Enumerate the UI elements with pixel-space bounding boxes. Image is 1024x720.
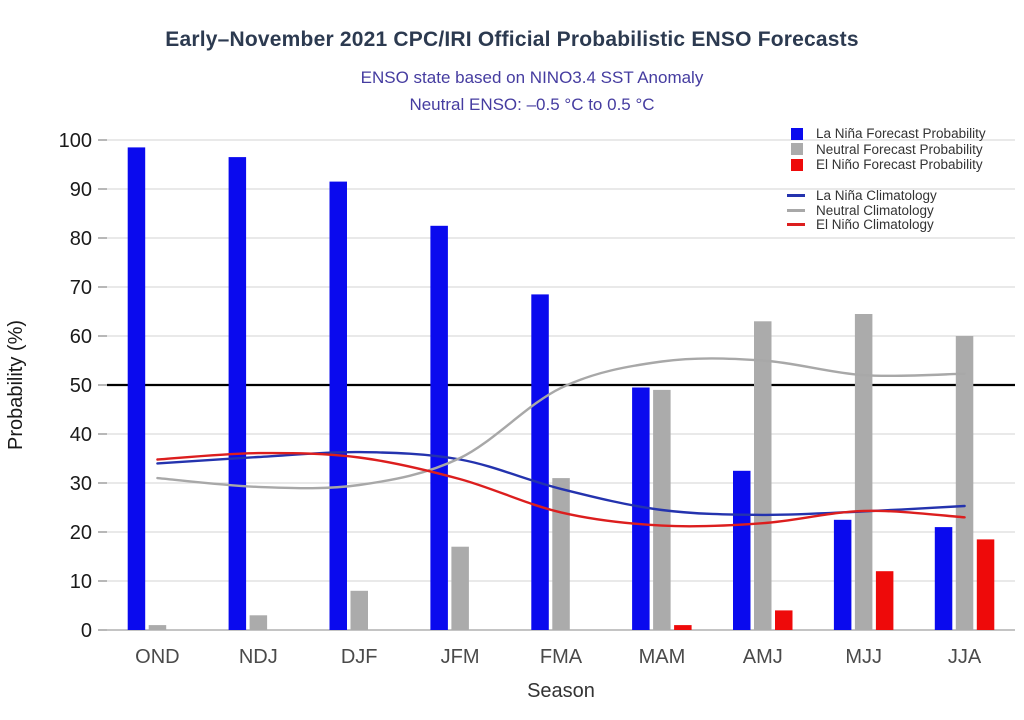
legend-forecast-group: La Niña Forecast Probability Neutral For… bbox=[787, 126, 1022, 173]
y-tick-label-10: 10 bbox=[70, 571, 92, 593]
el-nino-climatology-swatch bbox=[787, 223, 805, 227]
bar-NDJ-0 bbox=[228, 157, 247, 630]
bar-DJF-0 bbox=[329, 181, 347, 630]
y-tick-label-60: 60 bbox=[70, 326, 92, 348]
bar-JJA-1 bbox=[955, 336, 974, 630]
bar-JJA-2 bbox=[976, 539, 995, 630]
bar-JJA-0 bbox=[934, 527, 953, 630]
bar-MJJ-1 bbox=[854, 314, 873, 630]
bar-JFM-0 bbox=[430, 225, 448, 631]
legend-item-la-nina-climatology: La Niña Climatology bbox=[787, 188, 1022, 204]
bar-MAM-2 bbox=[674, 625, 692, 630]
legend-label: Neutral Climatology bbox=[816, 202, 934, 218]
x-tick-label-MJJ: MJJ bbox=[845, 646, 882, 668]
legend-item-neutral-climatology: Neutral Climatology bbox=[787, 203, 1022, 218]
bar-FMA-1 bbox=[552, 478, 570, 630]
x-axis-title: Season bbox=[527, 680, 595, 702]
legend-label: La Niña Climatology bbox=[816, 188, 937, 204]
y-axis-title: Probability (%) bbox=[5, 320, 27, 450]
bar-OND-1 bbox=[148, 625, 167, 630]
neutral-climatology-swatch bbox=[787, 208, 805, 212]
bar-DJF-1 bbox=[350, 590, 368, 630]
el-nino-forecast-swatch bbox=[791, 158, 803, 171]
bar-AMJ-0 bbox=[733, 470, 751, 630]
line-series-1 bbox=[156, 357, 966, 490]
y-tick-label-70: 70 bbox=[70, 277, 92, 299]
x-tick-label-DJF: DJF bbox=[341, 646, 378, 668]
legend-label: El Niño Forecast Probability bbox=[816, 157, 983, 173]
neutral-forecast-swatch bbox=[791, 143, 803, 156]
y-tick-label-90: 90 bbox=[70, 179, 92, 201]
y-tick-label-20: 20 bbox=[70, 522, 92, 544]
legend-item-neutral-forecast: Neutral Forecast Probability bbox=[787, 142, 1022, 158]
legend-item-la-nina-forecast: La Niña Forecast Probability bbox=[787, 126, 1022, 142]
la-nina-climatology-swatch bbox=[787, 194, 805, 198]
line-series-2 bbox=[156, 451, 966, 528]
legend-item-el-nino-climatology: El Niño Climatology bbox=[787, 217, 1022, 233]
legend: La Niña Forecast Probability Neutral For… bbox=[787, 126, 1022, 232]
y-tick-label-40: 40 bbox=[70, 424, 92, 446]
legend-climatology-group: La Niña Climatology Neutral Climatology … bbox=[787, 188, 1022, 233]
y-tick-label-50: 50 bbox=[70, 375, 92, 397]
x-tick-label-MAM: MAM bbox=[639, 646, 686, 668]
y-tick-label-0: 0 bbox=[81, 620, 92, 642]
x-tick-label-JJA: JJA bbox=[948, 646, 982, 668]
y-tick-label-100: 100 bbox=[59, 130, 92, 152]
tick-label-layer: 0 10 20 30 40 50 60 70 80 90 100 OND NDJ DJF JFM FMA MAM… bbox=[59, 130, 982, 668]
x-tick-label-FMA: FMA bbox=[540, 646, 583, 668]
bar-JFM-1 bbox=[451, 546, 469, 630]
bar-NDJ-1 bbox=[249, 615, 268, 630]
bar-AMJ-2 bbox=[775, 610, 793, 630]
legend-label: Neutral Forecast Probability bbox=[816, 141, 983, 157]
y-tick-label-80: 80 bbox=[70, 228, 92, 250]
x-tick-label-NDJ: NDJ bbox=[239, 646, 278, 668]
x-tick-label-OND: OND bbox=[135, 646, 179, 668]
bar-FMA-0 bbox=[531, 294, 549, 630]
x-tick-label-JFM: JFM bbox=[441, 646, 480, 668]
chart-title: Early–November 2021 CPC/IRI Official Pro… bbox=[165, 28, 859, 51]
legend-item-el-nino-forecast: El Niño Forecast Probability bbox=[787, 157, 1022, 173]
bar-MJJ-0 bbox=[833, 519, 852, 630]
legend-label: El Niño Climatology bbox=[816, 217, 934, 233]
chart-subtitle: ENSO state based on NINO3.4 SST Anomaly bbox=[360, 68, 704, 87]
la-nina-forecast-swatch bbox=[791, 127, 803, 140]
bar-OND-0 bbox=[127, 147, 146, 630]
bar-MJJ-2 bbox=[875, 571, 894, 630]
bar-MAM-0 bbox=[632, 387, 650, 630]
chart-subtitle-2: Neutral ENSO: –0.5 °C to 0.5 °C bbox=[409, 95, 655, 114]
bar-AMJ-1 bbox=[754, 321, 772, 630]
x-tick-label-AMJ: AMJ bbox=[743, 646, 783, 668]
legend-label: La Niña Forecast Probability bbox=[816, 126, 986, 142]
bar-layer bbox=[127, 147, 995, 631]
climatology-line-layer bbox=[156, 357, 966, 528]
y-tick-label-30: 30 bbox=[70, 473, 92, 495]
